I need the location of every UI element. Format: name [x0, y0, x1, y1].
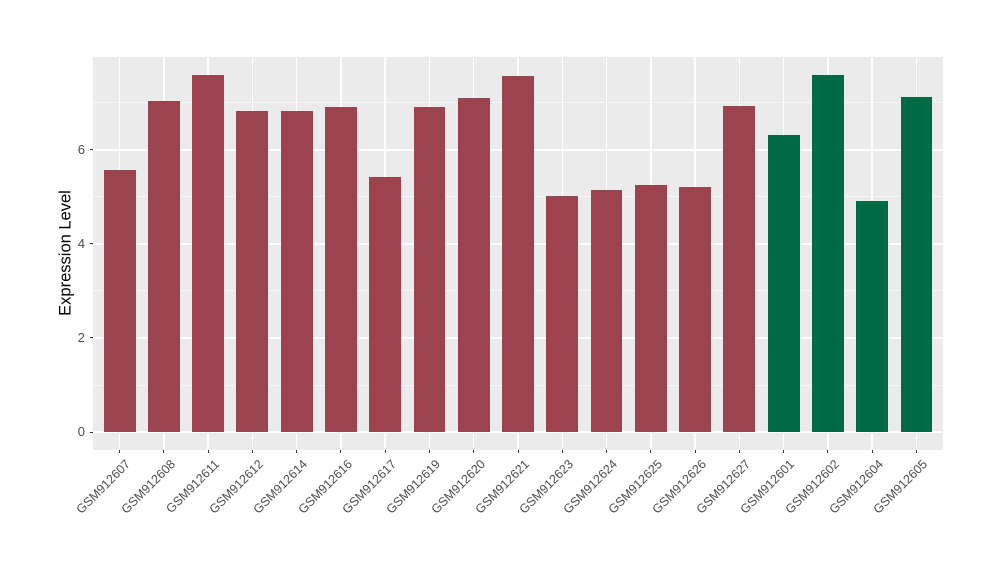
x-tick-mark-GSM912601 [783, 450, 785, 453]
x-tick-mark-GSM912614 [296, 450, 298, 453]
bar-GSM912617 [369, 177, 402, 433]
x-tick-mark-GSM912612 [251, 450, 253, 453]
bar-GSM912605 [900, 97, 933, 433]
x-tick-mark-GSM912617 [384, 450, 386, 453]
x-tick-mark-GSM912616 [340, 450, 342, 453]
x-tick-mark-GSM912611 [207, 450, 209, 453]
x-tick-mark-GSM912608 [163, 450, 165, 453]
x-tick-mark-GSM912626 [694, 450, 696, 453]
bar-GSM912627 [723, 106, 756, 433]
x-tick-mark-GSM912602 [827, 450, 829, 453]
bar-GSM912626 [679, 186, 712, 433]
bar-GSM912612 [236, 111, 269, 433]
bar-GSM912620 [457, 97, 490, 433]
x-tick-mark-GSM912627 [738, 450, 740, 453]
x-tick-mark-GSM912604 [871, 450, 873, 453]
y-tick-mark-4 [90, 243, 93, 245]
x-tick-mark-GSM912623 [561, 450, 563, 453]
x-tick-mark-GSM912620 [473, 450, 475, 453]
bar-GSM912624 [590, 189, 623, 433]
x-tick-mark-GSM912607 [119, 450, 121, 453]
plot-panel [93, 57, 943, 450]
bar-GSM912619 [413, 107, 446, 433]
bar-GSM912601 [767, 135, 800, 433]
y-axis-title: Expression Level [56, 190, 75, 316]
y-tick-mark-0 [90, 431, 93, 433]
x-tick-mark-GSM912605 [915, 450, 917, 453]
bar-GSM912623 [546, 195, 579, 433]
x-tick-mark-GSM912624 [606, 450, 608, 453]
x-tick-mark-GSM912619 [428, 450, 430, 453]
y-tick-label-6: 6 [77, 141, 85, 157]
bar-GSM912602 [811, 74, 844, 433]
y-tick-mark-2 [90, 337, 93, 339]
bar-GSM912611 [192, 75, 225, 433]
bar-GSM912608 [147, 100, 180, 433]
bar-GSM912607 [103, 169, 136, 433]
bar-GSM912621 [502, 76, 534, 433]
x-tick-mark-GSM912621 [517, 450, 519, 453]
y-tick-label-4: 4 [77, 235, 85, 251]
bar-GSM912614 [280, 111, 313, 433]
y-tick-label-2: 2 [77, 329, 85, 345]
bar-GSM912625 [634, 185, 667, 433]
x-tick-mark-GSM912625 [650, 450, 652, 453]
bar-GSM912604 [856, 201, 889, 433]
bar-GSM912616 [324, 107, 357, 433]
y-tick-mark-6 [90, 149, 93, 151]
y-tick-label-0: 0 [77, 424, 85, 440]
